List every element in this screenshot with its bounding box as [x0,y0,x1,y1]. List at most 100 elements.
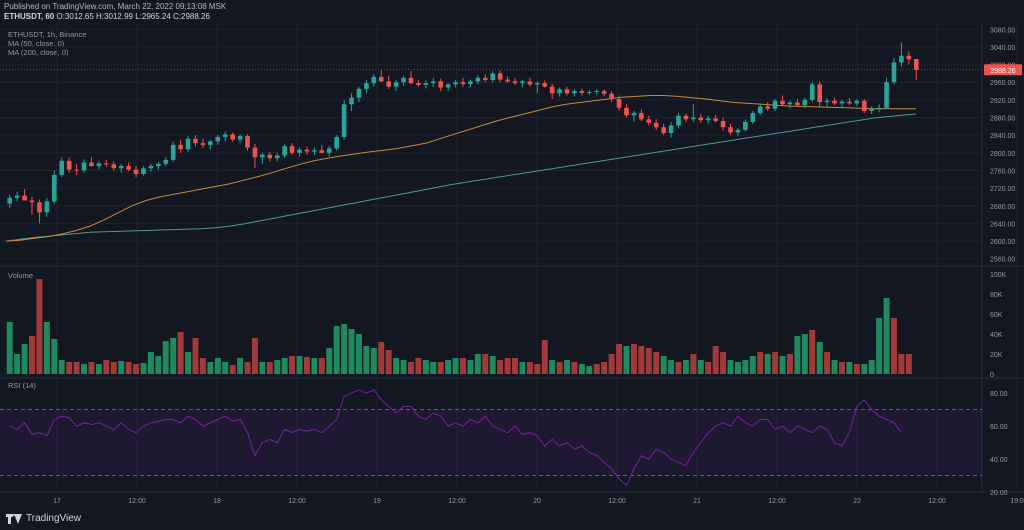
candle [594,89,600,95]
volume-bar [6,322,13,374]
candle-body [430,81,436,84]
candle [527,77,533,87]
candle-body [445,84,451,88]
candle [445,83,451,92]
candle [423,80,429,89]
candle [490,71,496,83]
candle [222,131,228,142]
candle-body [765,106,770,109]
candle [884,77,889,109]
candle-body [37,202,42,213]
price-tick-label: 2720.00 [990,186,1015,193]
volume-bar [415,358,422,374]
candle [267,151,273,162]
candle [44,197,50,217]
volume-bar [779,356,786,374]
candle [579,88,585,96]
candle [349,93,354,111]
volume-bar [170,338,177,374]
candle-body [646,119,652,123]
candle [713,114,718,123]
candle [861,99,867,114]
volume-bar [296,356,303,374]
time-tick-label: 22 [853,498,861,505]
candle-body [44,201,50,213]
volume-bar [378,342,385,374]
candle [126,162,131,172]
volume-tick-label: 60K [990,312,1003,319]
candle [326,146,332,157]
candle-body [104,163,109,165]
volume-bar [222,362,229,374]
candle [691,104,696,122]
candle [208,139,213,150]
candle-body [913,59,919,70]
volume-bar [95,364,102,374]
candle [282,144,287,159]
candle-body [661,127,666,133]
candle [334,135,339,151]
volume-bar [460,358,466,374]
price-tick-label: 2680.00 [990,204,1015,211]
candle [683,113,689,122]
candle [319,144,325,154]
volume-bar [630,344,637,374]
candle [215,135,221,145]
candle [230,132,235,142]
candle-body [74,169,79,171]
candle [616,95,622,111]
candle-body [141,168,146,174]
volume-bar [645,348,652,374]
candle-body [497,73,503,80]
candle [260,152,265,164]
volume-bar [497,360,504,374]
candle [104,159,109,167]
candle-body [416,83,421,85]
candle-body [624,107,629,116]
candle-body [653,122,659,128]
volume-bar [742,360,749,374]
ohlc-values: O:3012.65 H:3012.99 L:2965.24 C:2988.26 [56,12,210,21]
candle-body [468,81,473,84]
volume-bar [266,362,273,374]
candle [156,161,161,170]
time-tick-label: 18 [213,498,221,505]
volume-bar [720,352,727,374]
candle [854,99,860,107]
time-tick-label: 17 [53,498,61,505]
candle-body [520,81,525,84]
candle-body [601,91,607,94]
volume-bar [133,364,140,374]
time-tick-label: 12:00 [928,498,946,505]
candle [51,170,57,204]
candle-body [557,89,562,94]
candle [245,134,250,151]
volume-bar [578,364,585,374]
candle [148,163,154,172]
candle-body [222,134,228,137]
volume-bar [21,344,28,374]
last-price-badge [984,64,1022,76]
candle [252,144,258,169]
candle [549,84,555,99]
candle-body [884,82,889,108]
price-tick-label: 2840.00 [990,133,1015,140]
volume-bar [185,352,192,374]
chart-area[interactable]: 3080.003040.003000.002960.002920.002880.… [0,24,1024,508]
candle [170,141,176,162]
candle [757,104,763,116]
time-tick-label: 12:00 [288,498,306,505]
published-note: Published on TradingView.com, March 22, … [4,2,227,11]
tradingview-logo[interactable]: TradingView [6,513,81,524]
rsi-tick-label: 20.00 [990,490,1008,497]
volume-bar [905,354,912,374]
candle [185,136,191,152]
tradingview-icon [6,513,22,524]
candle-body [237,136,243,140]
candle-body [341,104,347,137]
candle [676,113,681,129]
volume-bar [118,361,125,374]
volume-bar [564,360,571,374]
volume-bar [668,360,675,374]
volume-bar [571,362,578,374]
